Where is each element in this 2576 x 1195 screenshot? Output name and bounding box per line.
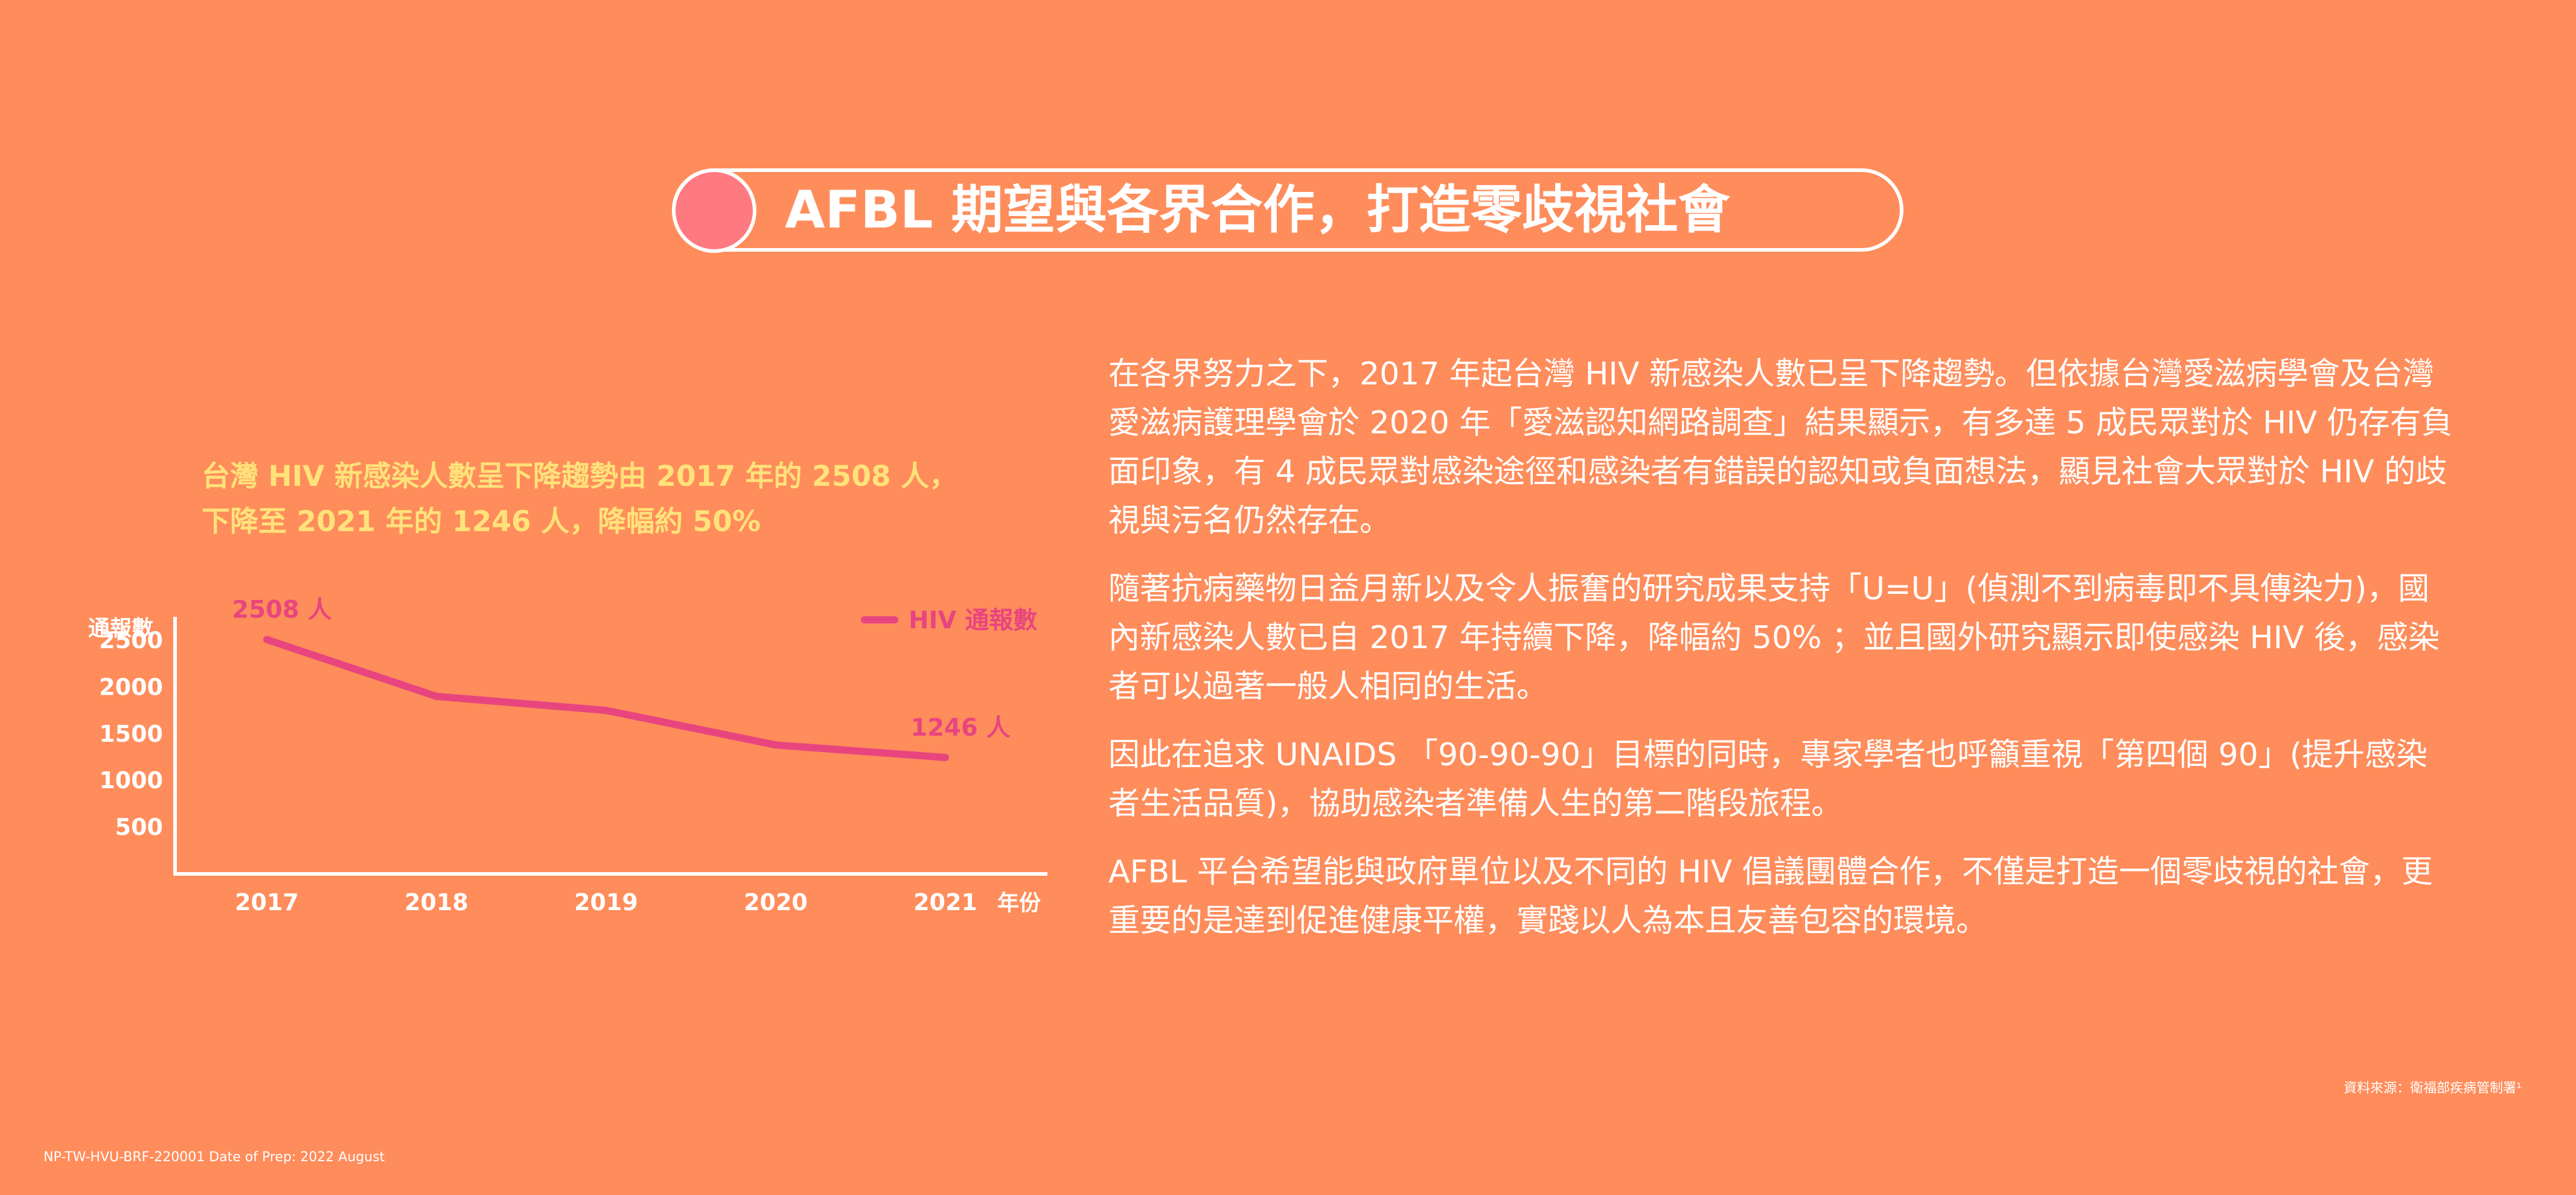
page-title: AFBL 期望與各界合作，打造零歧視社會 (785, 180, 1730, 240)
annotation-label: 1246 人 (910, 714, 1010, 742)
series-point (263, 636, 270, 643)
x-tick-label: 2017 (235, 889, 299, 916)
footer-code: NP-TW-HVU-BRF-220001 Date of Prep: 2022 … (43, 1150, 385, 1165)
footer-source: 資料來源：衛福部疾病管制署¹ (2344, 1081, 2522, 1096)
y-tick-label: 500 (115, 814, 163, 841)
y-tick-label: 1500 (99, 721, 163, 747)
chart-caption: 台灣 HIV 新感染人數呈下降趨勢由 2017 年的 2508 人， 下降至 2… (202, 454, 1089, 544)
x-tick-label: 2018 (404, 889, 468, 916)
legend-label: HIV 通報數 (909, 607, 1037, 634)
y-tick-label: 2000 (99, 674, 163, 700)
x-tick-label: 2020 (744, 889, 808, 916)
paragraph-3: 因此在追求 UNAIDS 「90-90-90」目標的同時，專家學者也呼籲重視「第… (1108, 737, 2427, 822)
paragraph-2: 隨著抗病藥物日益月新以及令人振奮的研究成果支持「U=U」(偵測不到病毒即不具傳染… (1108, 571, 2440, 705)
chart-caption-line-2: 下降至 2021 年的 1246 人，降幅約 50% (202, 505, 761, 538)
paragraph-4: AFBL 平台希望能與政府單位以及不同的 HIV 倡議團體合作，不僅是打造一個零… (1108, 854, 2433, 939)
series-point (433, 692, 440, 700)
x-axis-label: 年份 (997, 891, 1041, 916)
x-tick-label: 2019 (574, 889, 638, 916)
series-line (263, 636, 949, 762)
series-point (772, 741, 779, 749)
chart-ticks: 500 1000 1500 2000 2500 2017 2018 2019 2020 2021 (99, 627, 977, 916)
paragraph-1: 在各界努力之下，2017 年起台灣 HIV 新感染人數已呈下降趨勢。但依據台灣愛… (1108, 356, 2453, 539)
y-axis-label: 通報數 (88, 616, 153, 641)
series-point (602, 707, 610, 715)
y-tick-label: 1000 (99, 767, 163, 794)
chart-caption-line-1: 台灣 HIV 新感染人數呈下降趨勢由 2017 年的 2508 人， (202, 460, 957, 493)
chart-legend: HIV 通報數 (861, 607, 1037, 634)
x-tick-label: 2021 (913, 889, 977, 916)
y-tick-label: 2500 (99, 627, 163, 654)
annotation-label: 2508 人 (232, 596, 331, 624)
body-text: 在各界努力之下，2017 年起台灣 HIV 新感染人數已呈下降趨勢。但依據台灣愛… (1108, 350, 2455, 965)
chart-axes (173, 617, 1047, 876)
chart-series (263, 636, 949, 762)
title-dot-icon (672, 168, 756, 253)
series-point (942, 754, 949, 762)
